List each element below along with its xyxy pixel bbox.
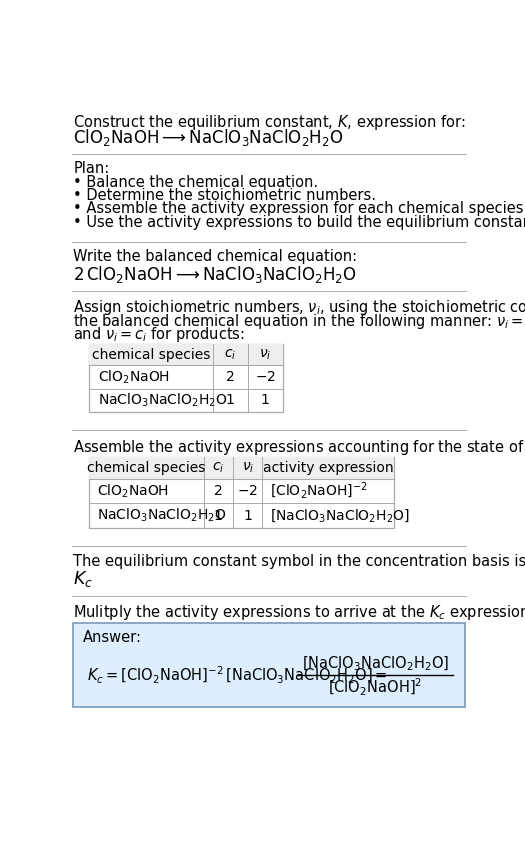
Text: the balanced chemical equation in the following manner: $\nu_i = -c_i$ for react: the balanced chemical equation in the fo… <box>74 312 525 331</box>
FancyBboxPatch shape <box>89 457 394 479</box>
Text: Assemble the activity expressions accounting for the state of matter and $\nu_i$: Assemble the activity expressions accoun… <box>74 438 525 457</box>
Text: 1: 1 <box>214 509 223 523</box>
Text: Assign stoichiometric numbers, $\nu_i$, using the stoichiometric coefficients, $: Assign stoichiometric numbers, $\nu_i$, … <box>74 298 525 317</box>
Text: $\mathrm{NaClO_3NaClO_2H_2O}$: $\mathrm{NaClO_3NaClO_2H_2O}$ <box>97 507 226 524</box>
Text: $\nu_i$: $\nu_i$ <box>259 347 271 362</box>
Text: • Assemble the activity expression for each chemical species.: • Assemble the activity expression for e… <box>74 201 525 217</box>
Text: 1: 1 <box>226 393 235 407</box>
Text: $\mathrm{ClO_2NaOH}$: $\mathrm{ClO_2NaOH}$ <box>98 368 170 385</box>
Text: 1: 1 <box>261 393 270 407</box>
Text: Mulitply the activity expressions to arrive at the $K_c$ expression:: Mulitply the activity expressions to arr… <box>74 603 525 622</box>
Text: Write the balanced chemical equation:: Write the balanced chemical equation: <box>74 249 358 264</box>
Text: $c_i$: $c_i$ <box>212 461 225 475</box>
Text: $2\,\mathrm{ClO_2NaOH} \longrightarrow \mathrm{NaClO_3NaClO_2H_2O}$: $2\,\mathrm{ClO_2NaOH} \longrightarrow \… <box>74 264 358 285</box>
Text: chemical species: chemical species <box>87 461 205 475</box>
Text: 1: 1 <box>243 509 252 523</box>
FancyBboxPatch shape <box>74 623 465 708</box>
Text: $[\mathrm{ClO_2NaOH}]^{-2}$: $[\mathrm{ClO_2NaOH}]^{-2}$ <box>270 480 368 501</box>
FancyBboxPatch shape <box>89 344 282 411</box>
FancyBboxPatch shape <box>89 344 282 365</box>
Text: • Determine the stoichiometric numbers.: • Determine the stoichiometric numbers. <box>74 188 376 203</box>
Text: $c_i$: $c_i$ <box>224 347 236 362</box>
Text: $\mathrm{ClO_2NaOH}$: $\mathrm{ClO_2NaOH}$ <box>97 482 169 499</box>
Text: $\mathrm{NaClO_3NaClO_2H_2O}$: $\mathrm{NaClO_3NaClO_2H_2O}$ <box>98 391 227 409</box>
Text: 2: 2 <box>214 484 223 498</box>
Text: • Use the activity expressions to build the equilibrium constant expression.: • Use the activity expressions to build … <box>74 214 525 230</box>
Text: The equilibrium constant symbol in the concentration basis is:: The equilibrium constant symbol in the c… <box>74 554 525 569</box>
Text: $[\mathrm{NaClO_3NaClO_2H_2O}]$: $[\mathrm{NaClO_3NaClO_2H_2O}]$ <box>270 507 410 524</box>
Text: and $\nu_i = c_i$ for products:: and $\nu_i = c_i$ for products: <box>74 325 245 344</box>
Text: $K_c = [\mathrm{ClO_2NaOH}]^{-2}\,[\mathrm{NaClO_3NaClO_2H_2O}] =$: $K_c = [\mathrm{ClO_2NaOH}]^{-2}\,[\math… <box>87 664 388 685</box>
Text: $[\mathrm{ClO_2NaOH}]^2$: $[\mathrm{ClO_2NaOH}]^2$ <box>329 677 423 698</box>
Text: $[\mathrm{NaClO_3NaClO_2H_2O}]$: $[\mathrm{NaClO_3NaClO_2H_2O}]$ <box>302 655 449 673</box>
Text: $\mathrm{ClO_2NaOH} \longrightarrow \mathrm{NaClO_3NaClO_2H_2O}$: $\mathrm{ClO_2NaOH} \longrightarrow \mat… <box>74 127 344 148</box>
Text: $\nu_i$: $\nu_i$ <box>242 461 254 475</box>
Text: $K_c$: $K_c$ <box>74 569 93 588</box>
Text: $-2$: $-2$ <box>255 370 276 384</box>
Text: Answer:: Answer: <box>82 631 142 645</box>
Text: $-2$: $-2$ <box>237 484 258 498</box>
Text: Construct the equilibrium constant, $K$, expression for:: Construct the equilibrium constant, $K$,… <box>74 113 466 132</box>
FancyBboxPatch shape <box>89 457 394 528</box>
Text: • Balance the chemical equation.: • Balance the chemical equation. <box>74 175 319 190</box>
Text: activity expression: activity expression <box>263 461 394 475</box>
Text: chemical species: chemical species <box>92 347 210 362</box>
Text: 2: 2 <box>226 370 235 384</box>
Text: Plan:: Plan: <box>74 162 110 176</box>
